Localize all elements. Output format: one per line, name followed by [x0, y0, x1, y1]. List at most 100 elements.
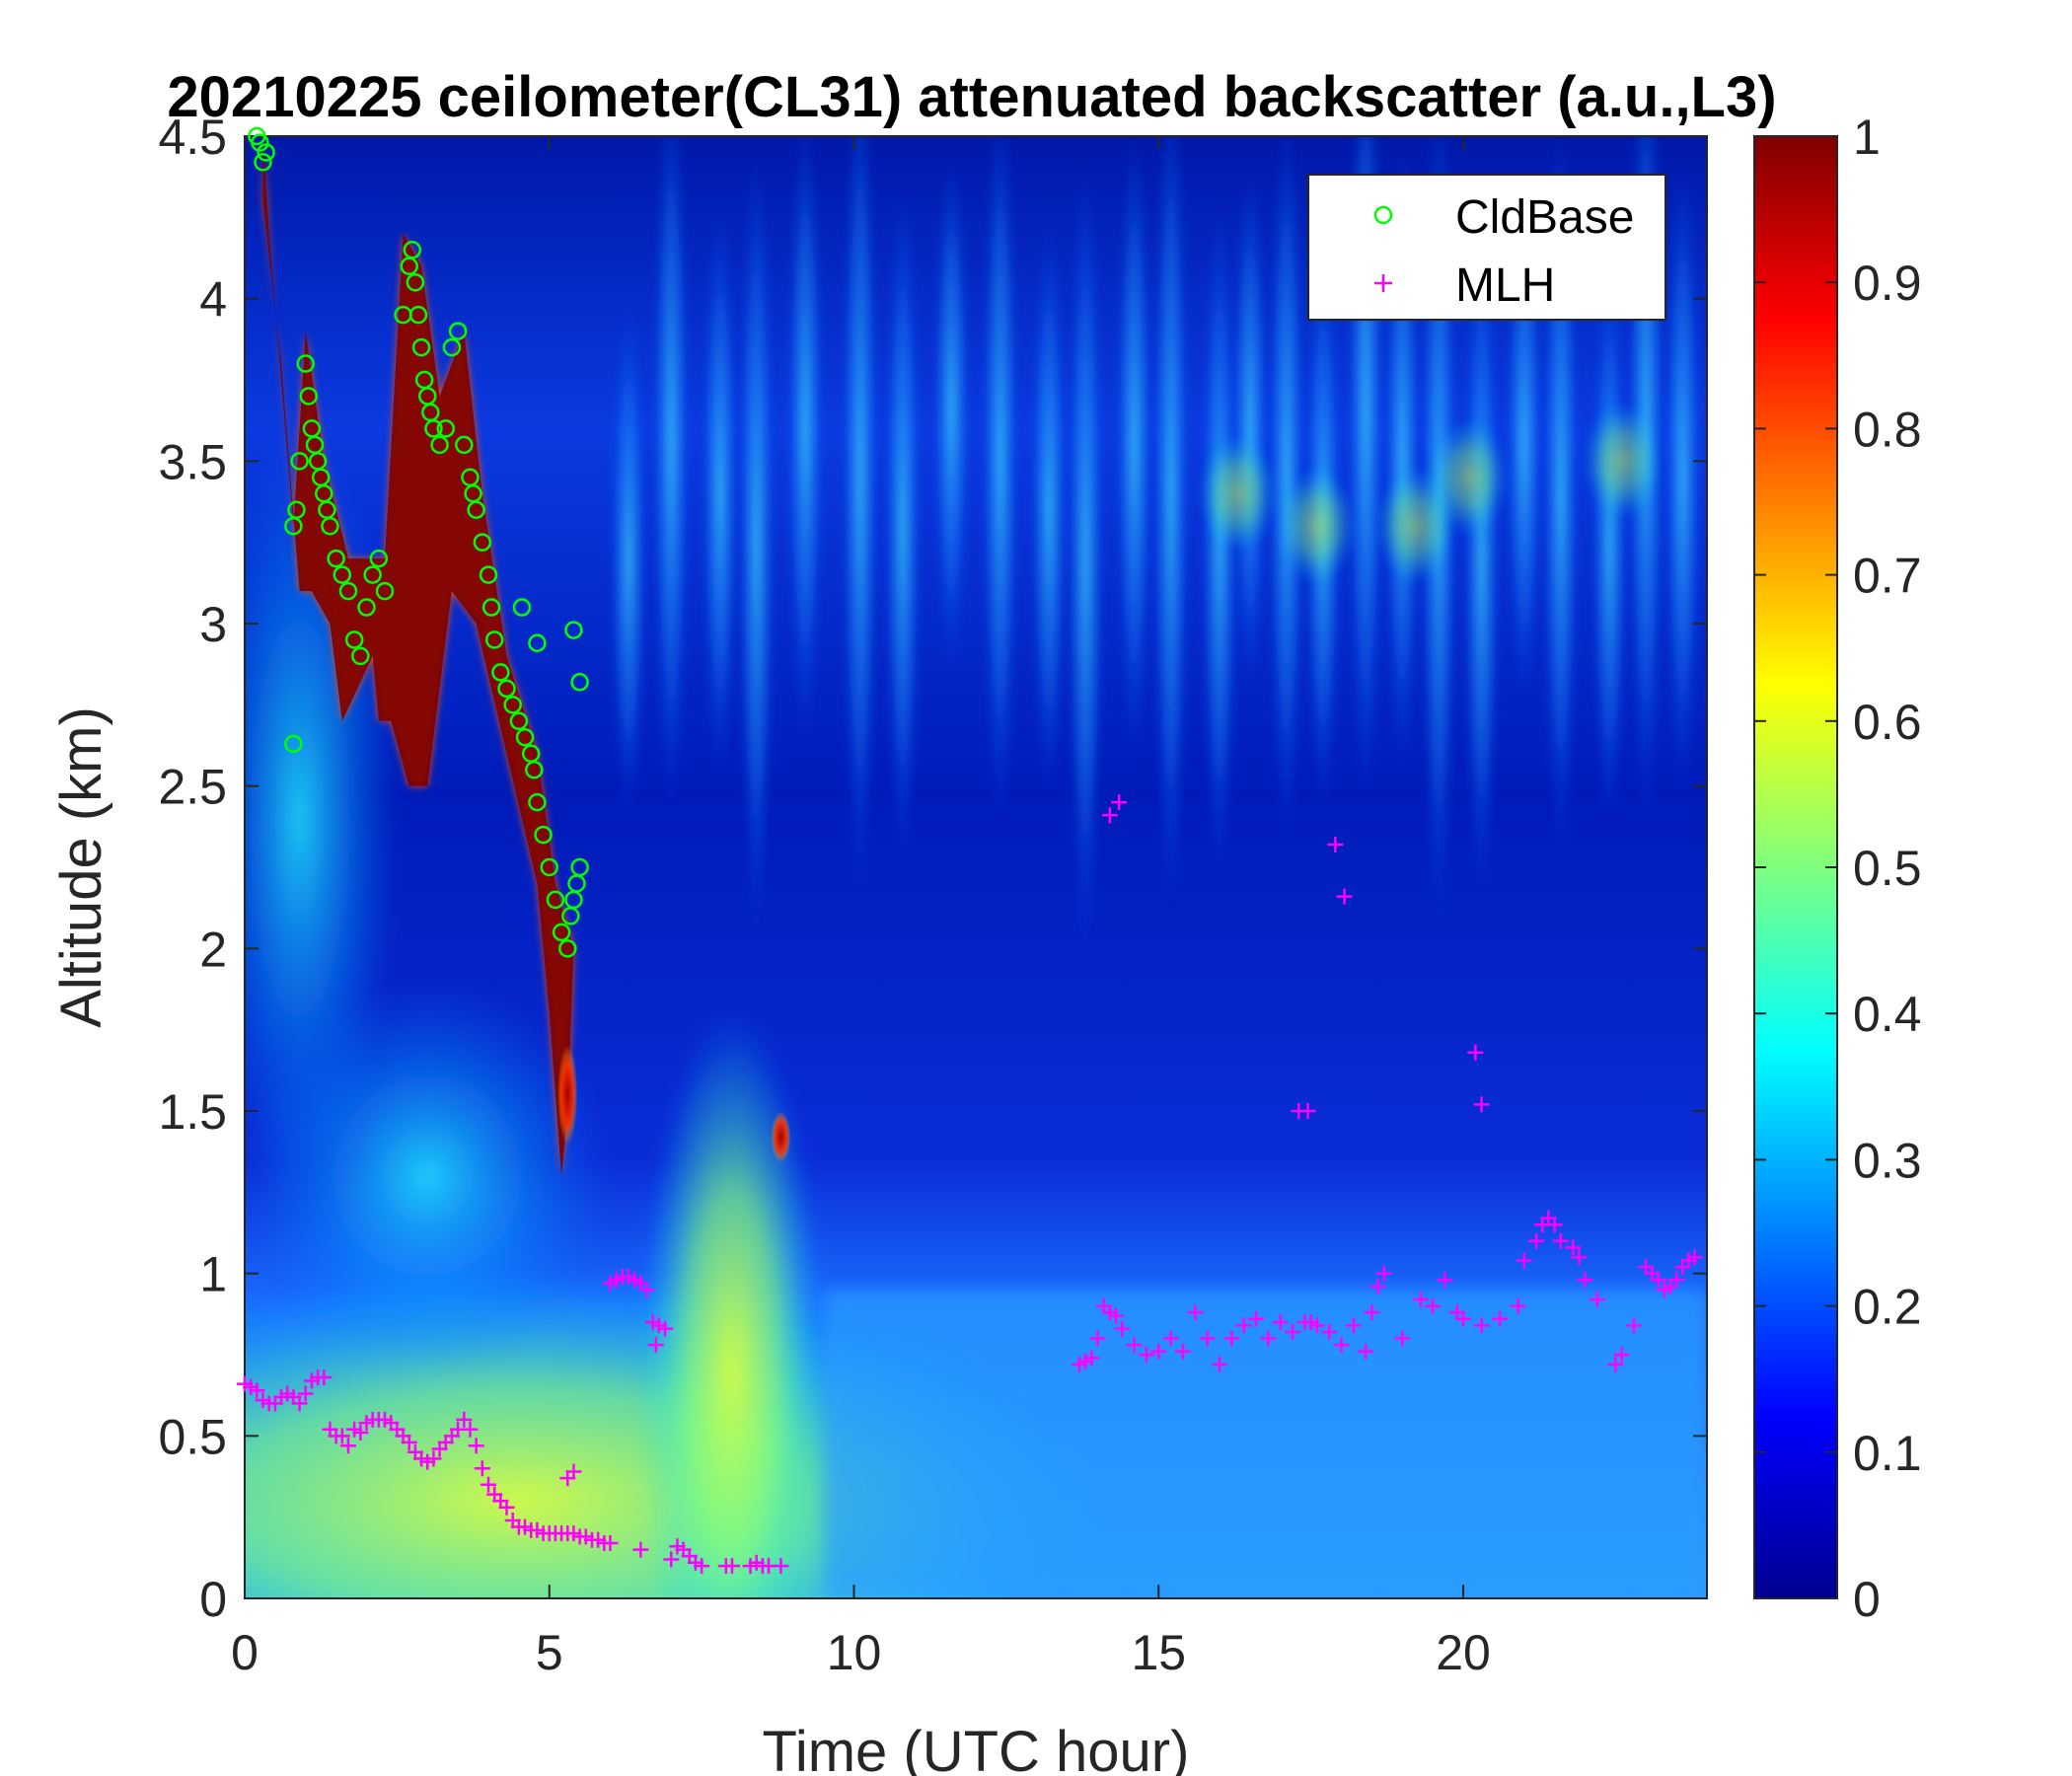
- cldbase-point: [528, 633, 547, 653]
- mlh-point: [1492, 1310, 1509, 1327]
- mlh-point: [1308, 1317, 1325, 1334]
- mlh-point: [1248, 1310, 1265, 1327]
- heat-streak: [738, 146, 775, 938]
- heat-streak: [1068, 163, 1104, 954]
- colorbar-tick-label: 0.8: [1853, 402, 1922, 457]
- legend-cldbase-marker: [1373, 205, 1393, 225]
- y-tick-label: 1: [199, 1247, 227, 1302]
- mlh-point: [1212, 1356, 1227, 1372]
- mlh-point: [1565, 1239, 1582, 1256]
- mlh-point: [647, 1337, 664, 1354]
- cldbase-point: [528, 792, 547, 812]
- cldbase-point: [290, 452, 309, 471]
- colorbar-tick-label: 0.2: [1853, 1280, 1922, 1335]
- mlh-point: [632, 1541, 649, 1558]
- colorbar-gradient: [1753, 135, 1838, 1599]
- y-axis-label: Altitude (km): [49, 706, 113, 1028]
- y-tick-label: 2.5: [158, 760, 227, 815]
- colorbar-tick-label: 1: [1853, 110, 1881, 165]
- y-tick-label: 0.5: [158, 1409, 227, 1464]
- mlh-point: [1272, 1314, 1289, 1331]
- mlh-point: [1321, 1323, 1338, 1340]
- cldbase-point: [369, 549, 389, 568]
- cldbase-point: [254, 153, 272, 172]
- mlh-point: [773, 1558, 789, 1575]
- cldbase-point: [503, 696, 522, 714]
- mlh-point: [1668, 1272, 1685, 1289]
- mlh-point: [333, 1428, 350, 1444]
- mlh-point: [1299, 1103, 1316, 1119]
- mlh-point: [1187, 1304, 1204, 1321]
- mlh-point: [339, 1438, 356, 1454]
- cldbase-point: [406, 272, 425, 292]
- x-tick-label: 15: [1131, 1625, 1186, 1680]
- cldbase-point: [436, 419, 456, 438]
- mlh-point: [1369, 1278, 1386, 1295]
- y-tick-label: 3.5: [158, 434, 227, 489]
- legend-mlh-marker: [1374, 274, 1392, 292]
- colorbar-tick-label: 0: [1853, 1572, 1881, 1627]
- cldbase-point: [512, 598, 532, 617]
- mlh-point: [468, 1438, 484, 1454]
- x-tick-label: 10: [827, 1625, 882, 1680]
- colorbar-tick-label: 0.3: [1853, 1133, 1922, 1188]
- mlh-point: [1546, 1217, 1563, 1233]
- cldbase-point: [296, 354, 315, 373]
- heat-patch: [1277, 467, 1357, 586]
- mlh-point: [1150, 1343, 1167, 1360]
- mlh-point: [1613, 1347, 1630, 1363]
- mlh-point: [1577, 1272, 1593, 1289]
- cldbase-point: [363, 565, 382, 584]
- cldbase-point: [546, 890, 565, 910]
- colorbar-tick-label: 0.5: [1853, 841, 1922, 896]
- heat-streak: [1116, 136, 1152, 760]
- heat-cloud-core: [262, 136, 574, 1176]
- heat-streak: [933, 152, 970, 673]
- mlh-point: [1467, 1044, 1484, 1061]
- mlh-point: [1375, 1265, 1392, 1282]
- cldbase-point: [424, 419, 443, 438]
- cldbase-point: [333, 565, 352, 584]
- mlh-point: [663, 1551, 680, 1568]
- mlh-point: [1510, 1297, 1526, 1314]
- cldbase-point: [467, 500, 485, 519]
- heat-streak: [787, 136, 824, 743]
- cldbase-point: [448, 322, 468, 340]
- y-tick-label: 3: [199, 597, 227, 652]
- colorbar-tick-label: 0.1: [1853, 1426, 1922, 1481]
- cldbase-point: [455, 435, 474, 455]
- chart-title: 20210225 ceilometer(CL31) attenuated bac…: [167, 65, 1776, 129]
- heat-streak: [1152, 136, 1189, 917]
- mlh-point: [1260, 1330, 1277, 1347]
- mlh-point: [456, 1411, 473, 1428]
- mlh-point: [1394, 1330, 1411, 1347]
- cldbase-point: [299, 387, 319, 406]
- mlh-point: [638, 1282, 655, 1298]
- heat-streak: [1231, 168, 1268, 689]
- mlh-point: [462, 1421, 479, 1438]
- legend-mlh-label: MLH: [1455, 259, 1555, 312]
- mlh-point: [425, 1450, 442, 1467]
- mlh-point: [1650, 1272, 1666, 1289]
- cldbase-point: [534, 825, 553, 845]
- mlh-point: [1235, 1317, 1252, 1334]
- mlh-point: [1625, 1317, 1642, 1334]
- cldbase-point: [403, 241, 422, 259]
- mlh-point: [1089, 1330, 1106, 1347]
- cldbase-point: [408, 305, 428, 325]
- mlh-point: [1174, 1343, 1191, 1360]
- colorbar: 0 0.1 0.2 0.3 0.4 0.5 0.6 0.7 0.8 0.9 1: [1753, 110, 1922, 1627]
- cldbase-point: [515, 728, 535, 747]
- heat-plume: [640, 1013, 824, 1598]
- legend-cldbase-label: CldBase: [1455, 191, 1634, 244]
- y-tick-label: 2: [199, 922, 227, 977]
- cldbase-point: [442, 337, 462, 357]
- legend-box: [1307, 174, 1666, 321]
- cldbase-point: [344, 630, 364, 649]
- mlh-point: [1114, 1320, 1131, 1337]
- cldbase-point: [411, 337, 431, 357]
- colorbar-ticks: 0 0.1 0.2 0.3 0.4 0.5 0.6 0.7 0.8 0.9 1: [1754, 110, 1922, 1627]
- mlh-point: [1126, 1337, 1143, 1354]
- heat-streak: [842, 136, 878, 900]
